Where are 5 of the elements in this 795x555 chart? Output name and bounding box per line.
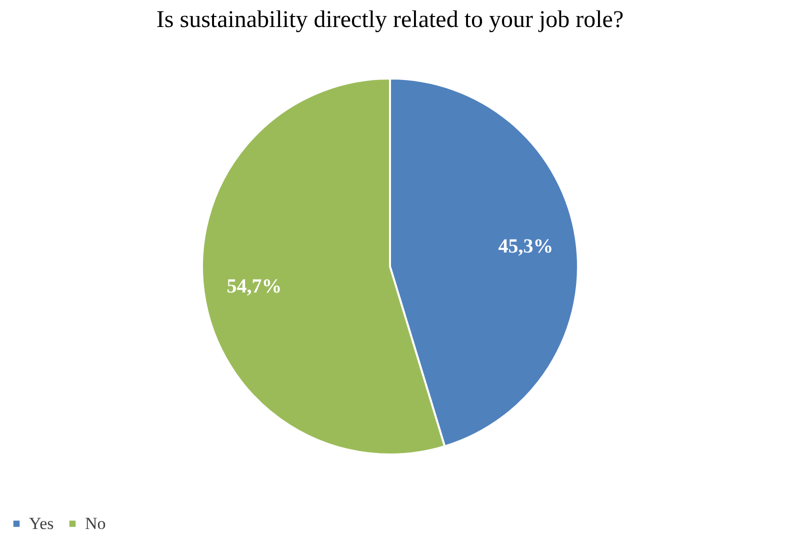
chart-title: Is sustainability directly related to your job role? xyxy=(156,7,624,33)
legend-label: No xyxy=(85,514,106,533)
data-label: 45,3% xyxy=(498,235,554,258)
data-label: 54,7% xyxy=(226,276,282,298)
legend-label: Yes xyxy=(29,514,54,533)
